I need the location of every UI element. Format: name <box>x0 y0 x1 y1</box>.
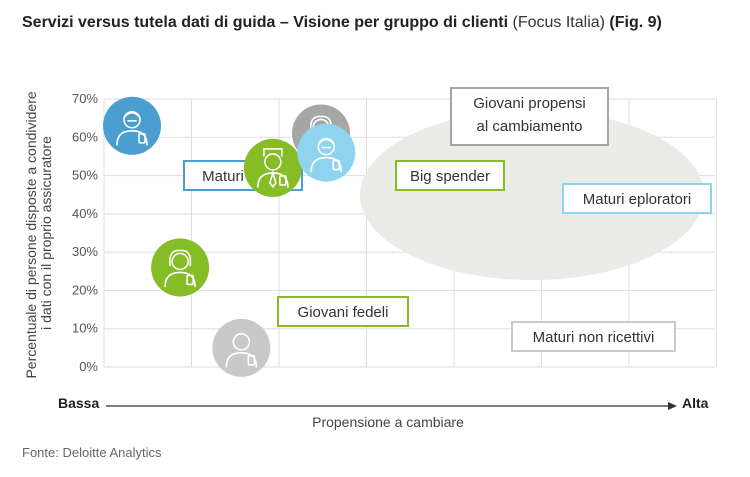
data-point-maturi-eploratori: Maturi eploratori <box>297 123 712 214</box>
label-text: Giovani propensi al cambiamento <box>473 95 586 135</box>
title-focus: (Focus Italia) <box>512 14 605 31</box>
y-tick-label: 10% <box>72 321 98 336</box>
label-box <box>277 296 409 327</box>
y-axis-label: Percentuale di persone disposte a condiv… <box>23 87 54 378</box>
person-icon <box>225 333 258 368</box>
chart-title: Servizi versus tutela dati di guida – Vi… <box>22 14 662 32</box>
businessman-icon <box>257 148 289 189</box>
y-tick-label: 30% <box>72 244 98 259</box>
y-tick-label: 70% <box>72 91 98 106</box>
y-tick-label: 20% <box>72 282 98 297</box>
point-marker <box>151 238 210 297</box>
x-low-label: Bassa <box>58 395 99 411</box>
point-marker <box>212 318 271 377</box>
arrow-head-icon <box>668 402 677 410</box>
x-axis-label: Propensione a cambiare <box>312 414 464 430</box>
point-label: Giovani propensi al cambiamento <box>450 87 609 146</box>
data-point-big-spender: Big spender <box>243 138 505 197</box>
mature-person-icon <box>310 137 343 173</box>
y-axis-label-line2: i dati con il proprio assicuratore <box>38 136 54 330</box>
y-tick-label: 40% <box>72 206 98 221</box>
label-box <box>395 160 505 191</box>
mature-person-icon <box>116 111 148 146</box>
label-text: Maturi non ricettivi <box>533 329 655 346</box>
label-text: Big spender <box>410 168 490 185</box>
label-box <box>562 183 712 214</box>
y-tick-label: 50% <box>72 168 98 183</box>
point-label: Giovani fedeli <box>277 296 409 327</box>
data-point-giovani-fedeli: Giovani fedeli <box>151 238 409 327</box>
data-point-maturi-non-ricettivi: Maturi non ricettivi <box>212 318 676 377</box>
label-box <box>511 321 676 352</box>
title-fig: (Fig. 9) <box>609 14 662 31</box>
young-person-icon <box>164 249 196 288</box>
point-label: Maturi non ricettivi <box>511 321 676 352</box>
cluster-ellipse <box>360 110 704 280</box>
y-tick-labels: 0% 10% 20% 30% 40% 50% 60% 70% <box>72 91 98 374</box>
x-high-label: Alta <box>682 395 709 411</box>
label-text: Giovani fedeli <box>298 304 389 321</box>
source-note: Fonte: Deloitte Analytics <box>22 445 162 460</box>
y-tick-label: 0% <box>79 359 98 374</box>
label-text: Maturi eploratori <box>583 191 691 208</box>
label-box <box>450 87 609 146</box>
point-label: Maturi eploratori <box>562 183 712 214</box>
y-axis-label-line1: Percentuale di persone disposte a condiv… <box>23 91 39 378</box>
title-main: Servizi versus tutela dati di guida – Vi… <box>22 14 509 31</box>
y-tick-label: 60% <box>72 129 98 144</box>
point-marker <box>103 96 161 155</box>
point-label: Big spender <box>395 160 505 191</box>
point-marker <box>297 123 356 182</box>
